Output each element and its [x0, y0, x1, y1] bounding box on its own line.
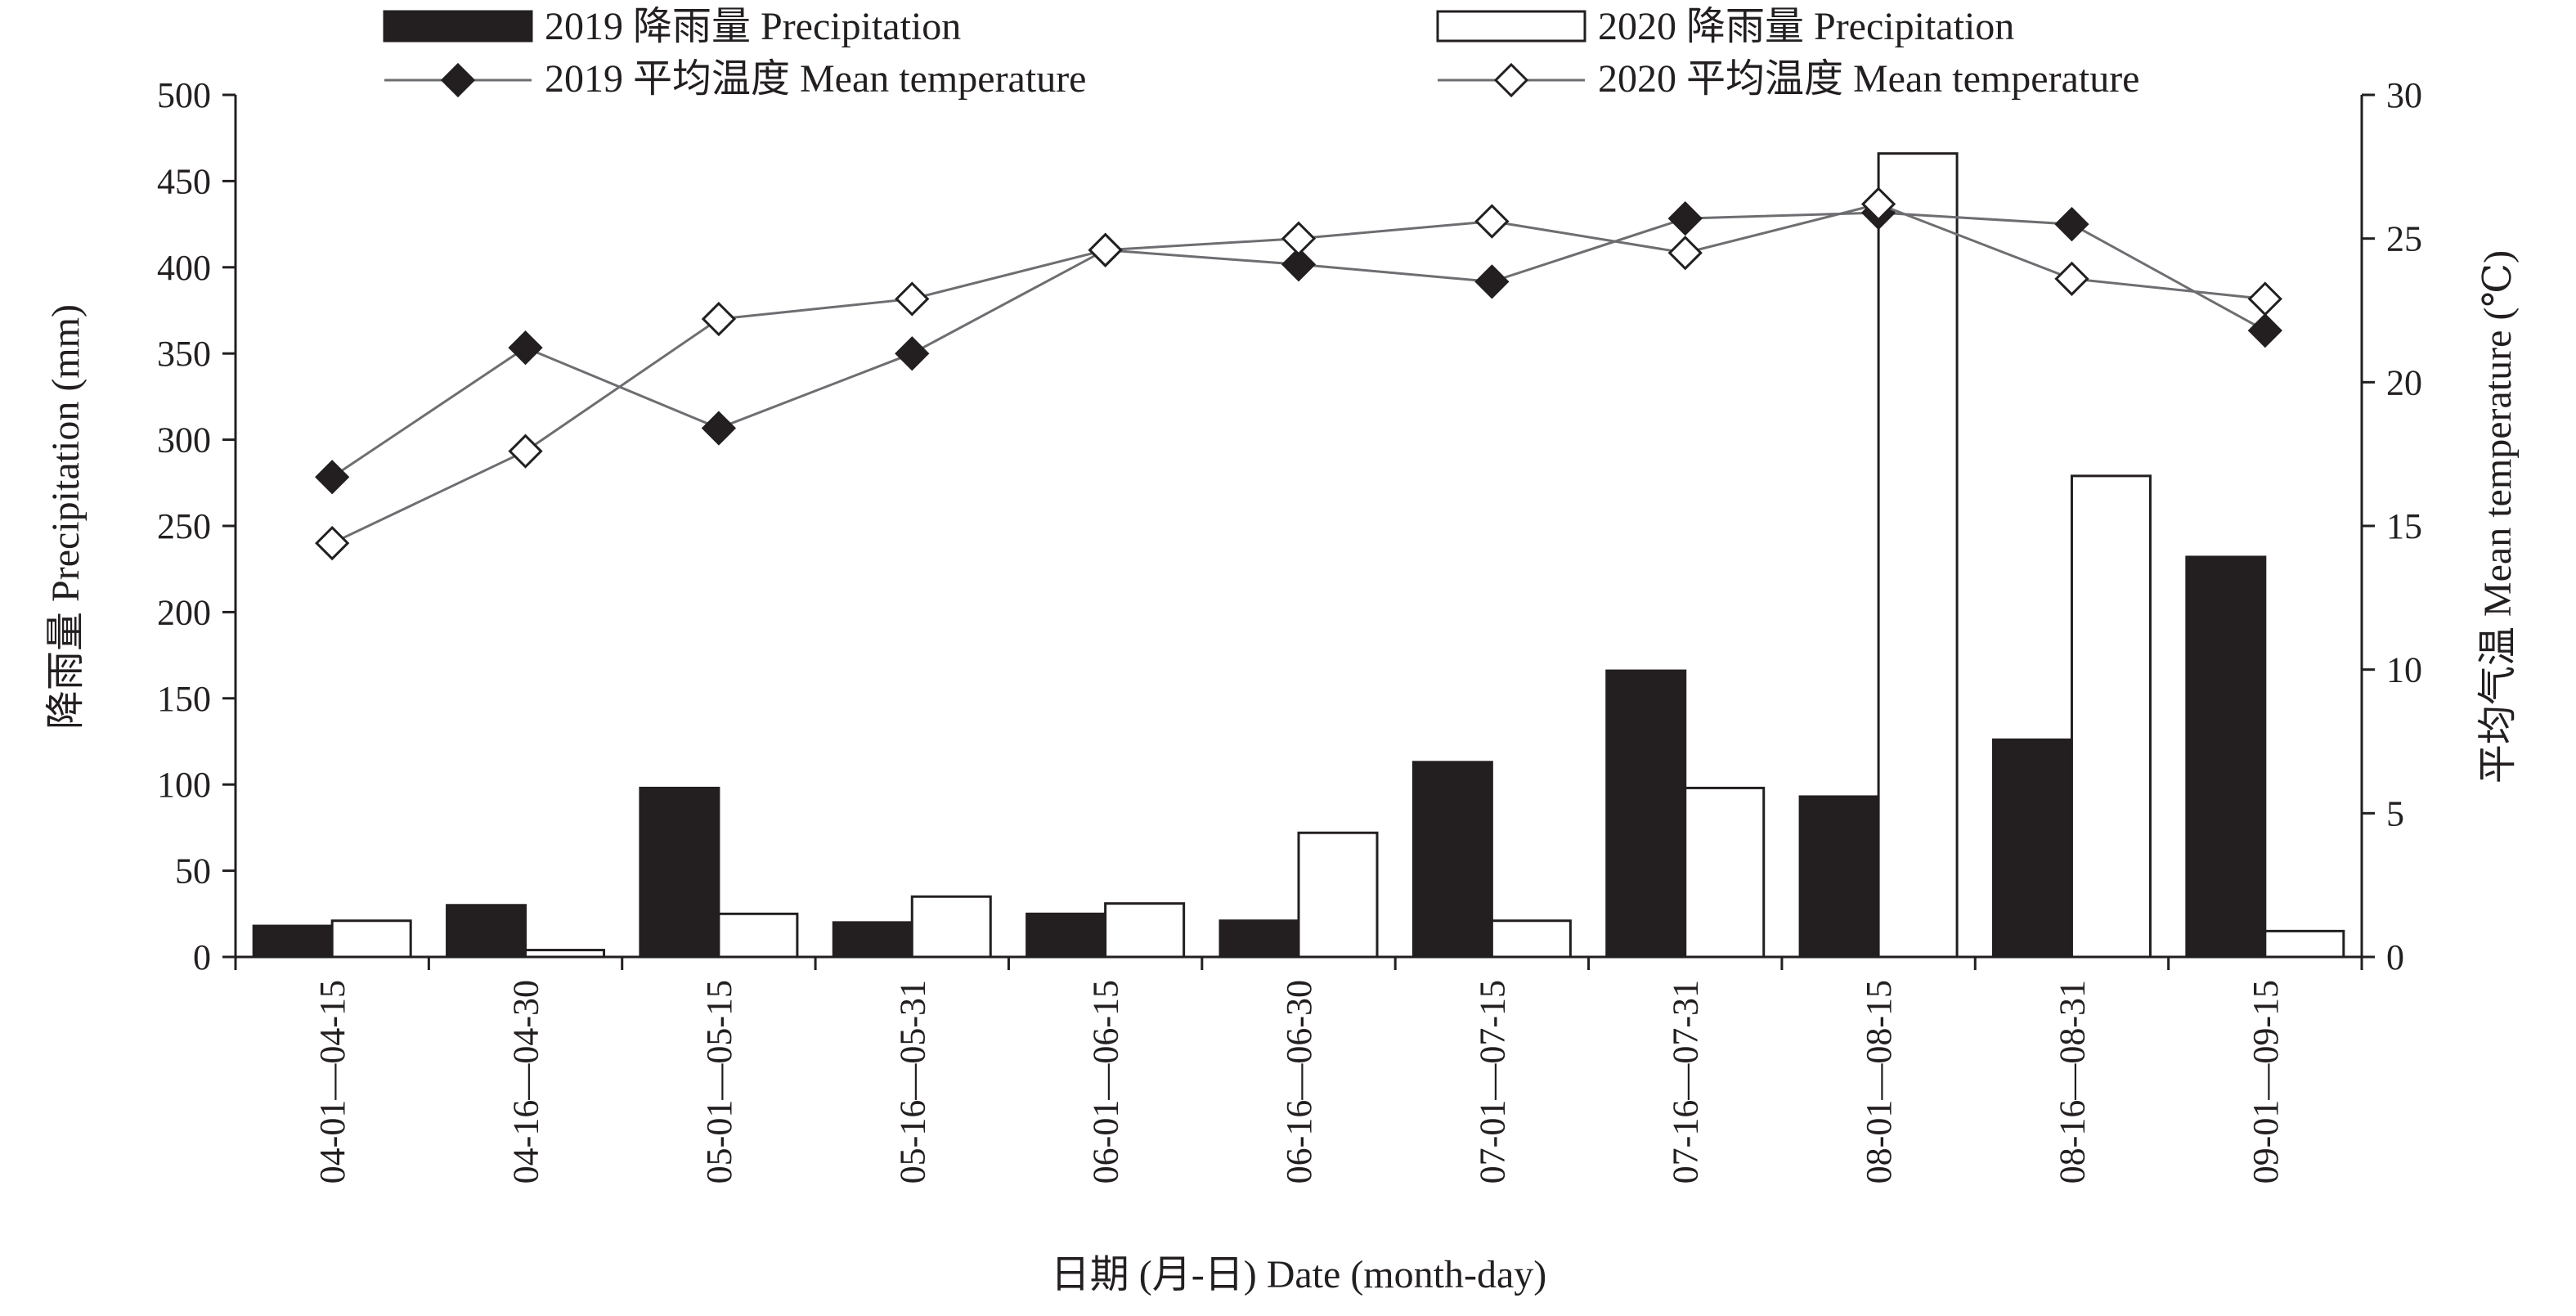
- temperature-point-2020-2: [701, 301, 737, 337]
- bars-layer: [252, 152, 2345, 959]
- legend-marker: [1493, 62, 1529, 98]
- y-left-tick-label: 50: [175, 851, 211, 892]
- bar-2020-4: [1104, 902, 1186, 959]
- bar-2020-3: [910, 895, 992, 959]
- y-left-tick-label: 450: [157, 161, 211, 201]
- y-right-tick-label: 25: [2386, 219, 2422, 259]
- legend: 2019 降雨量 Precipitation 2020 降雨量 Precipita…: [383, 5, 2140, 101]
- y-left-tick-label: 150: [157, 679, 211, 719]
- x-category-label: 05-16—05-31: [892, 980, 932, 1184]
- legend-swatch: [383, 10, 533, 43]
- temperature-point-2019-9: [2054, 206, 2089, 242]
- y-left-tick-label: 200: [157, 592, 211, 632]
- legend-swatch: [1436, 10, 1586, 43]
- temperature-point-2020-1: [508, 433, 543, 469]
- temperature-point-2019-6: [1474, 264, 1510, 299]
- temperature-point-2019-7: [1667, 200, 1703, 236]
- y-left-tick-label: 250: [157, 506, 211, 546]
- bar-2019-1: [446, 904, 527, 959]
- bar-2020-8: [1877, 152, 1959, 959]
- x-category-label: 04-01—04-15: [312, 980, 352, 1184]
- y-left-tick-label: 0: [193, 937, 211, 977]
- bar-2020-9: [2070, 474, 2152, 959]
- legend-label: 2020 降雨量 Precipitation: [1598, 5, 2014, 48]
- x-category-label: 05-01—05-15: [699, 980, 739, 1184]
- y-right-tick-label: 5: [2386, 793, 2404, 833]
- bar-2019-9: [1991, 738, 2073, 959]
- legend-item-3: 2020 平均温度 Mean temperature: [1438, 57, 2140, 101]
- temperature-point-2019-1: [508, 330, 543, 366]
- bar-2020-6: [1490, 919, 1572, 959]
- bar-2020-0: [330, 919, 412, 959]
- x-category-label: 09-01—09-15: [2246, 980, 2286, 1184]
- legend-label: 2019 降雨量 Precipitation: [545, 5, 961, 48]
- legend-item-2: 2019 平均温度 Mean temperature: [384, 57, 1087, 101]
- y-left-axis-title: 降雨量 Precipitation (mm): [44, 304, 88, 730]
- temperature-point-2020-5: [1281, 221, 1317, 256]
- y-left-tick-label: 400: [157, 248, 211, 288]
- temperature-point-2020-10: [2247, 281, 2282, 317]
- bar-2020-2: [717, 912, 799, 959]
- temperature-point-2020-6: [1474, 204, 1510, 239]
- y-right-tick-label: 10: [2386, 650, 2422, 690]
- y-left-tick-label: 350: [157, 334, 211, 374]
- bar-2020-5: [1297, 831, 1379, 959]
- temperature-point-2020-0: [315, 525, 350, 561]
- x-category-label: 04-16—04-30: [506, 980, 546, 1184]
- x-category-label: 08-16—08-31: [2052, 980, 2092, 1184]
- temperature-point-2020-7: [1667, 236, 1703, 271]
- bar-2019-10: [2185, 555, 2267, 959]
- temperature-point-2019-0: [315, 460, 350, 495]
- y-right-tick-label: 20: [2386, 362, 2422, 402]
- x-category-label: 07-16—07-31: [1666, 980, 1706, 1184]
- y-right-tick-label: 30: [2386, 75, 2422, 115]
- bar-2020-7: [1684, 786, 1766, 959]
- temperature-point-2020-9: [2054, 261, 2089, 296]
- x-category-label: 07-01—07-15: [1472, 980, 1512, 1184]
- y-left-tick-label: 300: [157, 420, 211, 460]
- y-left-tick-label: 100: [157, 765, 211, 805]
- temperature-point-2020-8: [1860, 186, 1896, 222]
- temperature-point-2019-2: [701, 411, 737, 446]
- bar-2019-7: [1605, 669, 1687, 959]
- y-right-tick-label: 15: [2386, 506, 2422, 546]
- legend-marker: [440, 62, 476, 98]
- y-left-tick-label: 500: [157, 75, 211, 115]
- axes-layer: 0 50 100 150 200 250 300 350 400 450 500 0 5 10 15 20 25…: [157, 75, 2422, 1184]
- legend-item-1: 2020 降雨量 Precipitation: [1436, 5, 2014, 48]
- temperature-point-2020-3: [895, 281, 930, 317]
- bar-2019-2: [639, 786, 720, 959]
- bar-2019-3: [832, 921, 913, 959]
- x-category-label: 06-16—06-30: [1279, 980, 1319, 1184]
- legend-item-0: 2019 降雨量 Precipitation: [383, 5, 961, 48]
- x-category-label: 08-01—08-15: [1859, 980, 1899, 1184]
- temperature-point-2020-4: [1088, 232, 1123, 267]
- temperature-point-2019-3: [895, 336, 930, 371]
- temperature-point-2019-5: [1281, 247, 1317, 282]
- x-axis-title: 日期 (月-日) Date (month-day): [1051, 1253, 1547, 1296]
- bar-2019-8: [1798, 795, 1880, 959]
- x-category-label: 06-01—06-15: [1086, 980, 1126, 1184]
- temperature-point-2019-10: [2247, 312, 2282, 348]
- bar-2020-10: [2264, 929, 2345, 959]
- legend-label: 2019 平均温度 Mean temperature: [545, 57, 1087, 101]
- bar-2019-4: [1025, 912, 1107, 959]
- bar-2019-6: [1411, 761, 1493, 959]
- y-right-tick-label: 0: [2386, 937, 2404, 977]
- y-right-axis-title: 平均气温 Mean temperature (℃): [2476, 250, 2520, 784]
- bar-2019-0: [252, 924, 334, 959]
- legend-label: 2020 平均温度 Mean temperature: [1598, 57, 2140, 101]
- lines-layer: [315, 186, 2282, 561]
- bar-2019-5: [1218, 919, 1300, 959]
